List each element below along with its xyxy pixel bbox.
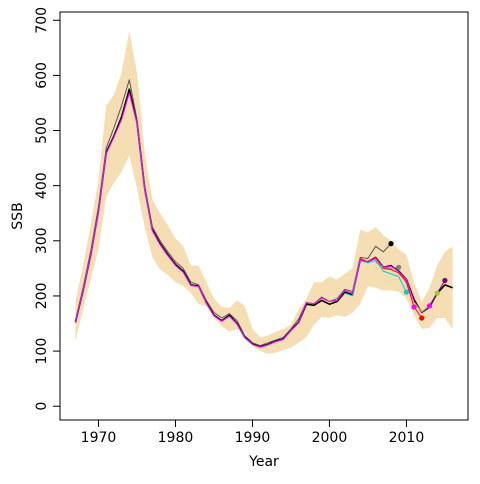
endpoint-marker-2013 xyxy=(426,303,433,309)
series-line-5 xyxy=(74,92,430,348)
x-tick-label-1970: 1970 xyxy=(81,430,117,446)
endpoint-marker-2012 xyxy=(419,315,425,321)
endpoint-marker-2015 xyxy=(442,277,448,284)
y-tick-label-400: 400 xyxy=(34,172,50,199)
series-layer xyxy=(74,79,453,348)
confidence-band-layer xyxy=(75,31,453,354)
plot-frame xyxy=(59,11,469,421)
y-axis: 0 100 200 300 400 500 600 700 xyxy=(34,7,60,411)
endpoint-marker-2010 xyxy=(403,289,409,295)
series-line-2 xyxy=(74,79,392,347)
endpoint-marker-2008 xyxy=(388,241,394,247)
y-tick-label-300: 300 xyxy=(34,227,50,254)
y-tick-label-700: 700 xyxy=(34,7,50,34)
x-axis: 1970 1980 1990 2000 2010 xyxy=(81,420,425,446)
y-axis-label: SSB xyxy=(10,202,26,229)
y-tick-label-500: 500 xyxy=(34,117,50,144)
x-axis-label: Year xyxy=(248,454,279,470)
confidence-band xyxy=(75,31,453,354)
y-tick-label-200: 200 xyxy=(34,283,50,310)
x-tick-label-2010: 2010 xyxy=(389,430,425,446)
x-tick-label-1980: 1980 xyxy=(158,430,194,446)
endpoint-markers-layer xyxy=(388,241,448,321)
y-tick-label-600: 600 xyxy=(34,62,50,89)
x-tick-label-2000: 2000 xyxy=(312,430,348,446)
x-tick-label-1990: 1990 xyxy=(235,430,271,446)
endpoint-marker-2011 xyxy=(411,304,417,310)
y-tick-label-0: 0 xyxy=(34,402,50,411)
y-tick-label-100: 100 xyxy=(34,338,50,365)
endpoint-marker-2009 xyxy=(396,264,402,270)
endpoint-marker-2014 xyxy=(434,290,440,296)
series-line-6 xyxy=(375,261,399,269)
